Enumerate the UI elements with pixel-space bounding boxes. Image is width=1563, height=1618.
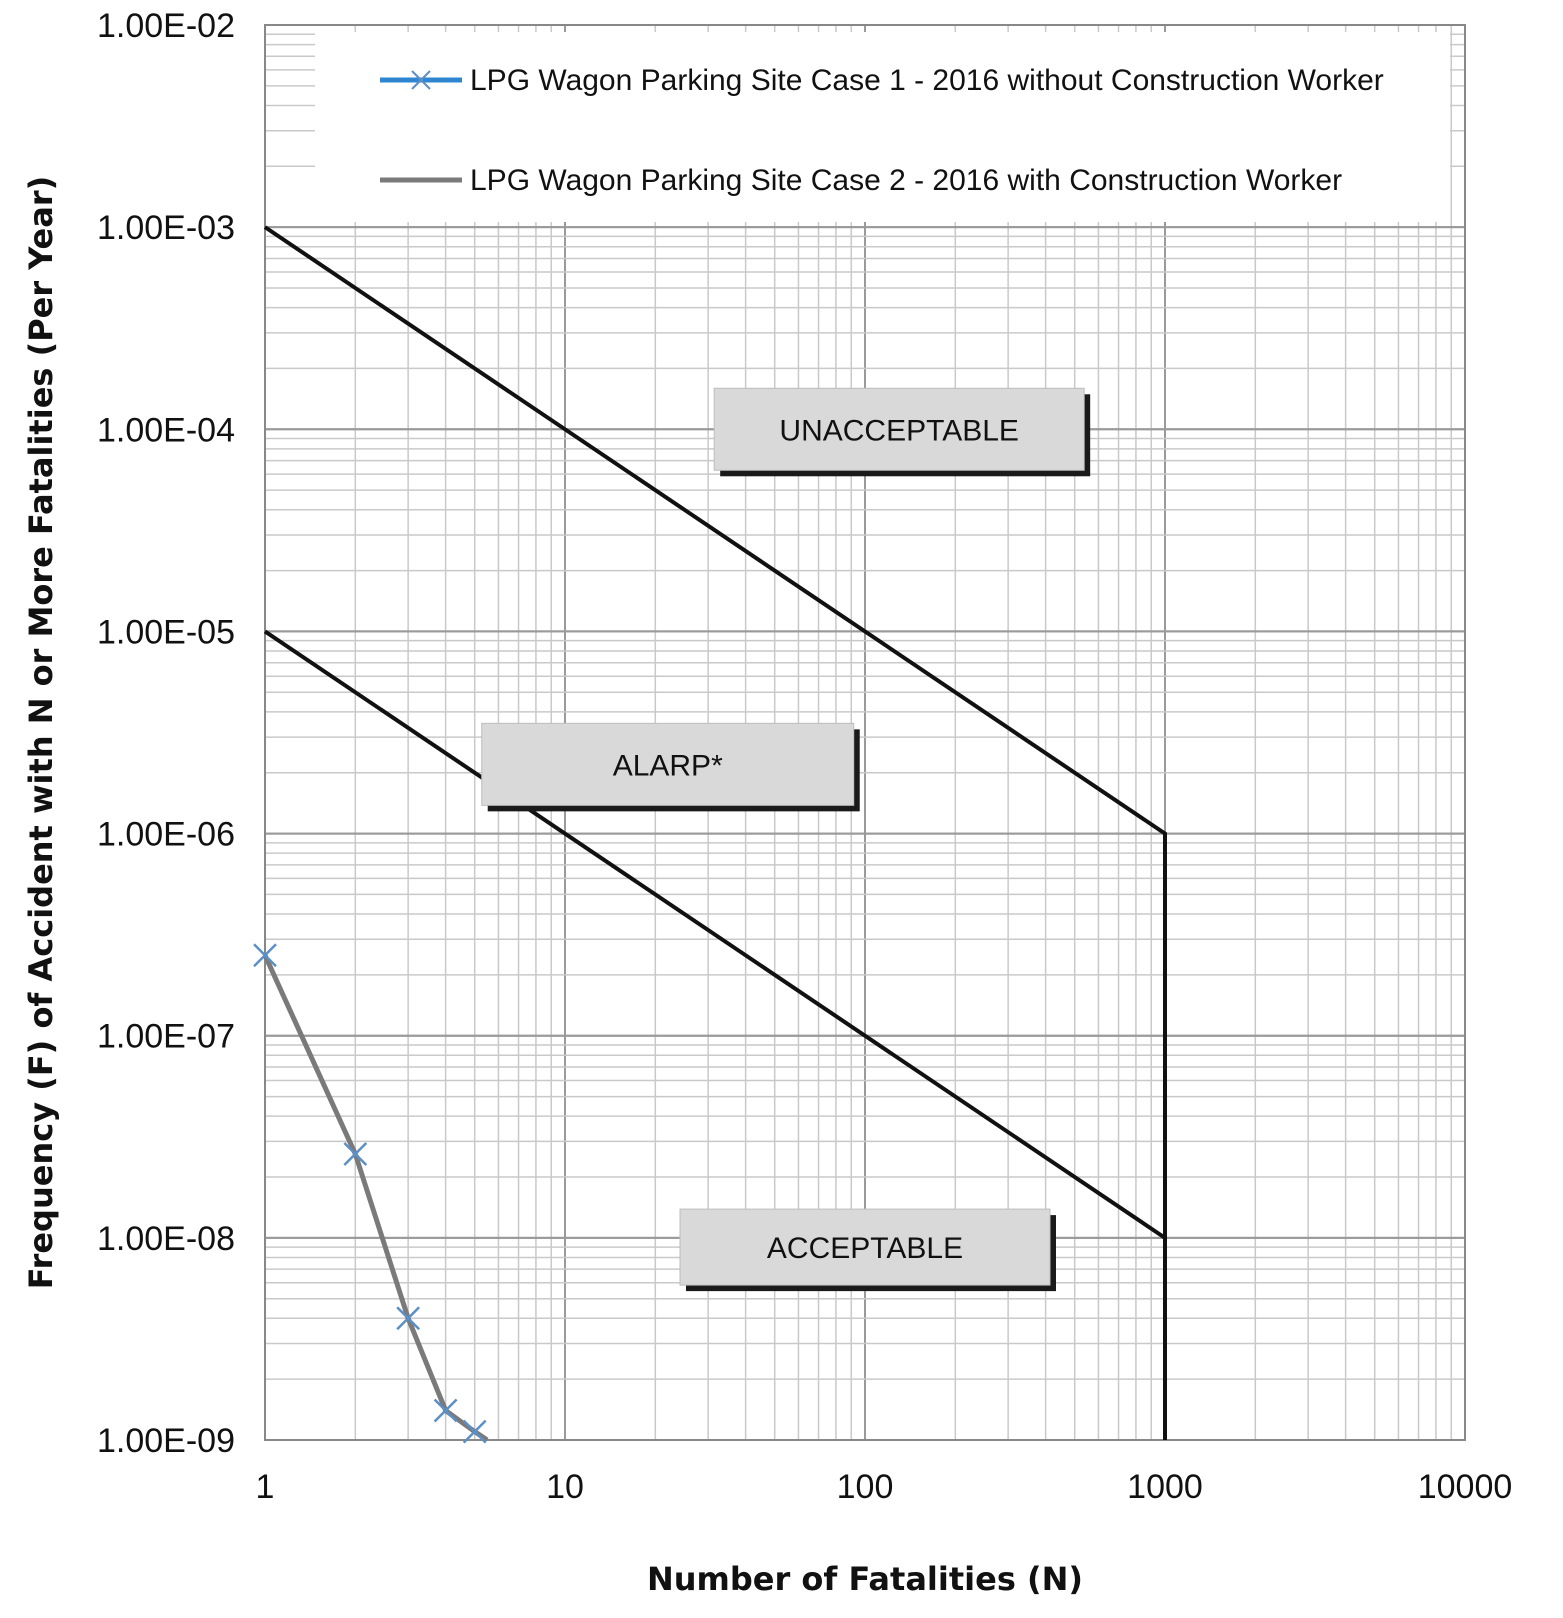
y-axis-title: Frequency (F) of Accident with N or More… (22, 176, 60, 1289)
y-tick-label: 1.00E-06 (97, 816, 235, 854)
series-case-1-marker (253, 943, 277, 968)
series-case-1-marker (462, 1419, 487, 1444)
x-tick-label: 10000 (1418, 1468, 1513, 1506)
zone-label: ACCEPTABLE (767, 1232, 963, 1265)
zone-box-unacceptable: UNACCEPTABLE (713, 387, 1091, 477)
legend-box (315, 32, 1450, 222)
y-tick-label: 1.00E-02 (97, 7, 235, 45)
y-tick-label: 1.00E-09 (97, 1422, 235, 1460)
risk-zone-labels: UNACCEPTABLE ALARP* ACCEPTABLE (481, 387, 1091, 1292)
y-tick-label: 1.00E-05 (97, 613, 235, 651)
y-tick-label: 1.00E-04 (97, 411, 235, 449)
zone-label: ALARP* (613, 749, 723, 782)
series-lines (253, 943, 489, 1444)
zone-box-fill (481, 722, 855, 806)
x-tick-label: 100 (837, 1468, 894, 1506)
zone-box-alarp: ALARP* (481, 722, 860, 812)
series-case-1-marker (396, 1306, 421, 1331)
legend-entry-label: LPG Wagon Parking Site Case 2 - 2016 wit… (470, 164, 1342, 197)
plot-frame (264, 24, 1466, 1441)
zone-label: UNACCEPTABLE (779, 414, 1019, 447)
legend: LPG Wagon Parking Site Case 1 - 2016 wit… (315, 32, 1450, 222)
zone-box-acceptable: ACCEPTABLE (679, 1208, 1056, 1292)
y-tick-label: 1.00E-07 (97, 1018, 235, 1056)
zone-box-fill (713, 387, 1085, 471)
criteria-lines (263, 225, 1167, 1440)
series-case-1-marker (343, 1142, 368, 1166)
x-tick-label: 1000 (1127, 1468, 1203, 1506)
tick-labels: 1 10 100 1000 10000 1.00E-09 1.00E-08 1.00E-07 1… (97, 7, 1512, 1506)
legend-swatch-marker (411, 70, 431, 90)
y-tick-label: 1.00E-08 (97, 1220, 235, 1258)
x-tick-label: 1 (256, 1468, 275, 1506)
criteria-line-lower (263, 629, 1167, 1240)
zone-box-fill (679, 1208, 1051, 1286)
legend-entry-label: LPG Wagon Parking Site Case 1 - 2016 wit… (470, 64, 1384, 97)
series-case-1-marker (433, 1398, 458, 1423)
x-axis-title: Number of Fatalities (N) (647, 1560, 1083, 1598)
x-tick-label: 10 (546, 1468, 584, 1506)
y-tick-label: 1.00E-03 (97, 209, 235, 247)
